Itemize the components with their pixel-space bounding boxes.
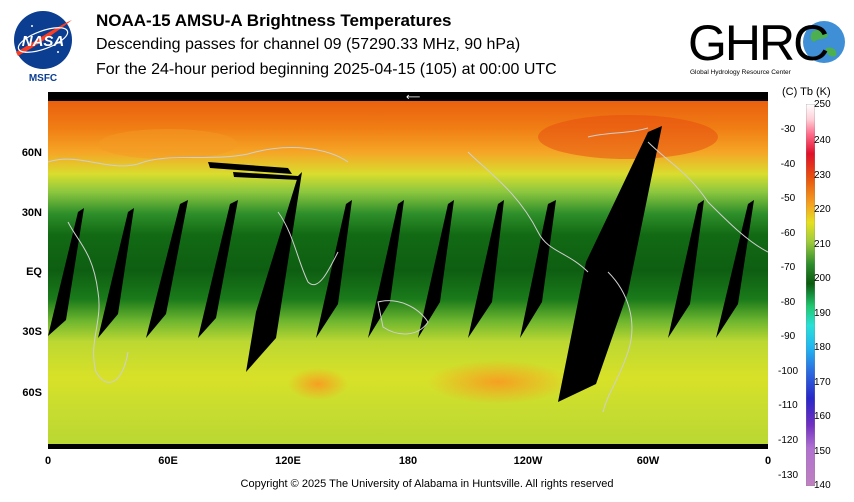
celsius-tick: -130	[777, 470, 798, 481]
swath-gaps	[48, 126, 754, 402]
kelvin-tick: 220	[814, 204, 831, 215]
nasa-logo-text: NASA	[22, 33, 65, 50]
lon-label-60e: 60E	[158, 455, 178, 467]
kelvin-tick: 240	[814, 135, 831, 146]
kelvin-tick: 200	[814, 273, 831, 284]
brightness-map: ⟵	[47, 92, 769, 449]
kelvin-tick: 170	[814, 377, 831, 388]
kelvin-tick: 150	[814, 446, 831, 457]
lon-label-60w: 60W	[636, 455, 660, 467]
kelvin-tick: 160	[814, 411, 831, 422]
lat-label-60s: 60S	[22, 387, 42, 399]
kelvin-tick: 190	[814, 308, 831, 319]
celsius-tick: -110	[778, 400, 798, 411]
nasa-logo: NASA MSFC	[10, 8, 76, 84]
lat-label-30s: 30S	[22, 326, 42, 338]
ghrc-logo: GHRC Global Hydrology Resource Center	[688, 8, 850, 80]
ghrc-logo-text: GHRC	[688, 15, 828, 71]
copyright-notice: Copyright © 2025 The University of Alaba…	[240, 478, 614, 490]
lon-label-0-right: 0	[764, 455, 772, 467]
kelvin-tick: 140	[814, 480, 831, 491]
svg-text:⟵: ⟵	[406, 92, 420, 103]
kelvin-tick: 180	[814, 342, 831, 353]
lon-label-180: 180	[398, 455, 418, 467]
lat-label-eq: EQ	[26, 266, 42, 278]
celsius-tick: -120	[777, 435, 798, 446]
celsius-tick: -40	[780, 159, 796, 170]
page-subtitle: Descending passes for channel 09 (57290.…	[96, 36, 521, 53]
kelvin-tick: 250	[814, 99, 831, 110]
period-label: For the 24-hour period beginning 2025-04…	[96, 61, 557, 78]
celsius-tick: -90	[780, 331, 796, 342]
celsius-tick: -100	[777, 366, 798, 377]
celsius-tick: -60	[780, 228, 796, 239]
colorbar	[805, 103, 816, 487]
msfc-text: MSFC	[29, 73, 57, 84]
celsius-tick: -30	[780, 124, 796, 135]
celsius-tick: -50	[780, 193, 796, 204]
lat-label-30n: 30N	[21, 207, 42, 219]
page-title: NOAA-15 AMSU-A Brightness Temperatures	[96, 11, 452, 30]
lat-label-60n: 60N	[21, 147, 42, 159]
celsius-tick: -70	[780, 262, 796, 273]
lon-label-120w: 120W	[513, 455, 543, 467]
lon-label-0: 0	[44, 455, 52, 467]
coastlines	[47, 127, 769, 413]
lon-label-120e: 120E	[275, 455, 301, 467]
kelvin-tick: 230	[814, 170, 831, 181]
celsius-tick: -80	[780, 297, 796, 308]
ghrc-subtitle: Global Hydrology Resource Center	[690, 69, 792, 76]
kelvin-tick: 210	[814, 239, 831, 250]
colorbar-header: (C) Tb (K)	[782, 86, 831, 98]
